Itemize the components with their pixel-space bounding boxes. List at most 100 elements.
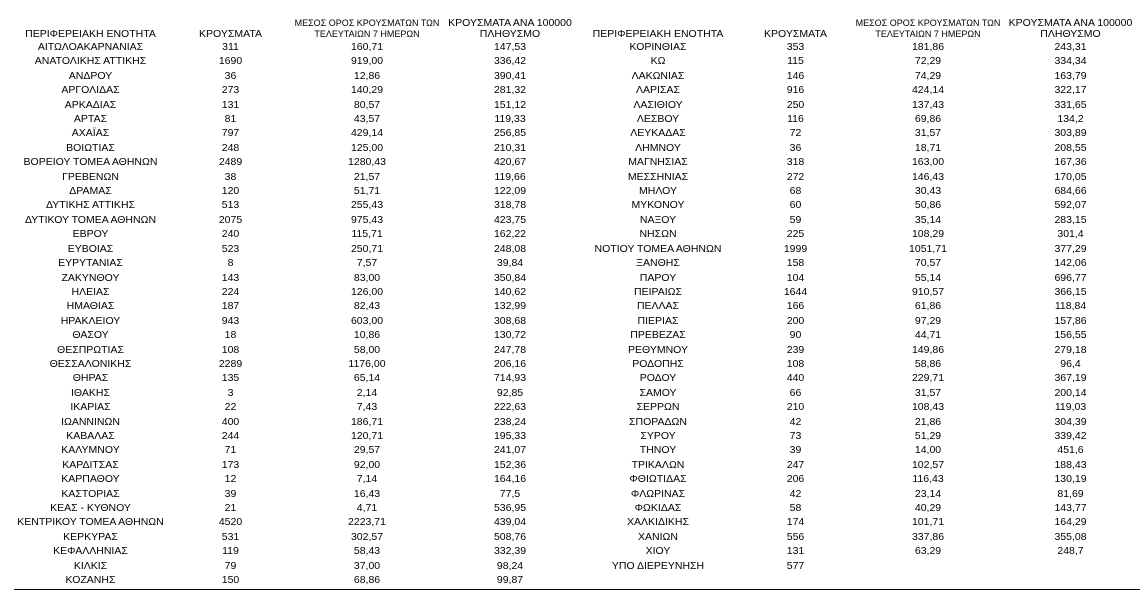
table-row: ΛΕΥΚΑΔΑΣ 72 31,57 303,89 bbox=[578, 126, 1138, 140]
table-row: ΘΑΣΟΥ 18 10,86 130,72 bbox=[8, 328, 574, 342]
cell-value: 74,29 bbox=[914, 69, 942, 82]
cell-value: 23,14 bbox=[914, 487, 942, 500]
cell-value: 225 bbox=[786, 228, 805, 241]
cell-value: 424,14 bbox=[911, 84, 945, 97]
cell-value: 10,86 bbox=[353, 329, 381, 342]
cell-value: 164,29 bbox=[1054, 516, 1087, 529]
table-row: ΛΑΣΙΘΙΟΥ 250 137,43 331,65 bbox=[578, 98, 1138, 112]
cell-value: 68 bbox=[789, 185, 802, 198]
region-name: ΚΑΡΠΑΘΟΥ bbox=[61, 473, 120, 486]
cell-value: 119,66 bbox=[494, 170, 526, 183]
cell-value: 104 bbox=[786, 271, 805, 284]
cell-value: 21,57 bbox=[353, 170, 381, 183]
column-header: ΚΡΟΥΣΜΑΤΑ ΑΝΑ 100000 ΠΛΗΘΥΣΜΟ bbox=[1008, 17, 1133, 40]
cell-value: 71 bbox=[224, 444, 237, 457]
cell-value: 92,00 bbox=[353, 458, 381, 471]
cell-value: 142,06 bbox=[1054, 257, 1087, 270]
table-row: ΔΥΤΙΚΗΣ ΑΤΤΙΚΗΣ 513 255,43 318,78 bbox=[8, 198, 574, 212]
bottom-rule bbox=[14, 589, 1140, 590]
cell-value: 7,43 bbox=[356, 401, 378, 414]
region-name: ΡΟΔΟΥ bbox=[639, 372, 677, 385]
table-row: ΧΙΟΥ 131 63,29 248,7 bbox=[578, 544, 1138, 558]
cell-value: 152,36 bbox=[493, 458, 527, 471]
cell-value: 12 bbox=[224, 473, 237, 486]
cell-value: 247 bbox=[786, 458, 805, 471]
column-header: ΠΕΡΙΦΕΡΕΙΑΚΗ ΕΝΟΤΗΤΑ bbox=[592, 28, 724, 40]
table-row: ΑΙΤΩΛΟΑΚΑΡΝΑΝΙΑΣ 311 160,71 147,53 bbox=[8, 40, 574, 54]
cell-value: 162,22 bbox=[493, 228, 527, 241]
column-header: ΜΕΣΟΣ ΟΡΟΣ ΚΡΟΥΣΜΑΤΩΝ ΤΩΝ ΤΕΛΕΥΤΑΙΩΝ 7 Η… bbox=[855, 18, 1001, 39]
cell-value: 303,89 bbox=[1054, 127, 1087, 140]
cell-value: 134,2 bbox=[1057, 113, 1084, 126]
cell-value: 118,84 bbox=[1054, 300, 1087, 313]
cell-value: 2,14 bbox=[356, 386, 378, 399]
cell-value: 1644 bbox=[783, 285, 808, 298]
cell-value: 14,00 bbox=[914, 444, 942, 457]
cell-value: 42 bbox=[789, 415, 802, 428]
cell-value: 38 bbox=[224, 170, 237, 183]
cell-value: 337,86 bbox=[911, 530, 945, 543]
region-name: ΜΑΓΝΗΣΙΑΣ bbox=[628, 156, 688, 169]
cell-value: 332,39 bbox=[493, 545, 527, 558]
region-name: ΒΟΙΩΤΙΑΣ bbox=[66, 141, 115, 154]
cell-value: 99,87 bbox=[496, 574, 524, 587]
table-row: ΚΙΛΚΙΣ 79 37,00 98,24 bbox=[8, 559, 574, 573]
region-name: ΙΩΑΝΝΙΝΩΝ bbox=[61, 415, 120, 428]
cell-value: 367,19 bbox=[1054, 372, 1087, 385]
region-name: ΗΡΑΚΛΕΙΟΥ bbox=[60, 314, 121, 327]
region-name: ΜΥΚΟΝΟΥ bbox=[631, 199, 685, 212]
cell-value: 684,66 bbox=[1054, 185, 1087, 198]
cell-value: 508,76 bbox=[493, 530, 527, 543]
table-row: ΦΛΩΡΙΝΑΣ 42 23,14 81,69 bbox=[578, 487, 1138, 501]
cell-value: 7,57 bbox=[356, 257, 378, 270]
cell-value: 318,78 bbox=[493, 199, 527, 212]
cell-value: 247,78 bbox=[493, 343, 527, 356]
cell-value: 51,29 bbox=[914, 429, 942, 442]
region-name: ΘΑΣΟΥ bbox=[72, 329, 109, 342]
cell-value: 63,29 bbox=[914, 545, 942, 558]
cell-value: 556 bbox=[786, 530, 805, 543]
table-row: ΖΑΚΥΝΘΟΥ 143 83,00 350,84 bbox=[8, 271, 574, 285]
cell-value: 125,00 bbox=[350, 141, 384, 154]
cell-value: 58,86 bbox=[914, 357, 942, 370]
cell-value: 916 bbox=[786, 84, 805, 97]
cell-value: 43,57 bbox=[353, 113, 381, 126]
table-row: ΡΟΔΟΥ 440 229,71 367,19 bbox=[578, 371, 1138, 385]
region-name: ΖΑΚΥΝΘΟΥ bbox=[61, 271, 120, 284]
column-header: ΚΡΟΥΣΜΑΤΑ ΑΝΑ 100000 ΠΛΗΘΥΣΜΟ bbox=[448, 17, 572, 40]
table-row: ΣΥΡΟΥ 73 51,29 339,42 bbox=[578, 429, 1138, 443]
cell-value: 143,77 bbox=[1054, 502, 1087, 514]
table-row: ΤΗΝΟΥ 39 14,00 451,6 bbox=[578, 443, 1138, 457]
table-row: ΧΑΝΙΩΝ 556 337,86 355,08 bbox=[578, 530, 1138, 544]
region-name: ΗΛΕΙΑΣ bbox=[71, 285, 110, 298]
region-name: ΑΝΑΤΟΛΙΚΗΣ ΑΤΤΙΚΗΣ bbox=[34, 55, 147, 68]
cell-value: 163,00 bbox=[911, 156, 945, 169]
cell-value: 208,55 bbox=[1054, 141, 1087, 154]
table-row: ΛΗΜΝΟΥ 36 18,71 208,55 bbox=[578, 141, 1138, 155]
cell-value: 167,36 bbox=[1054, 156, 1087, 169]
cell-value: 80,57 bbox=[353, 98, 381, 111]
region-name: ΚΕΦΑΛΛΗΝΙΑΣ bbox=[53, 545, 128, 558]
header-row: ΠΕΡΙΦΕΡΕΙΑΚΗ ΕΝΟΤΗΤΑ ΚΡΟΥΣΜΑΤΑ ΜΕΣΟΣ ΟΡΟΣ … bbox=[578, 8, 1138, 40]
table-row: ΑΧΑΪΑΣ 797 429,14 256,85 bbox=[8, 126, 574, 140]
cell-value: 16,43 bbox=[353, 487, 381, 500]
cell-value: 21 bbox=[224, 502, 237, 514]
table-row: ΡΟΔΟΠΗΣ 108 58,86 96,4 bbox=[578, 357, 1138, 371]
region-name: ΘΗΡΑΣ bbox=[72, 372, 109, 385]
cell-value: 210,31 bbox=[493, 141, 527, 154]
region-name: ΧΑΛΚΙΔΙΚΗΣ bbox=[627, 516, 689, 529]
cell-value: 163,79 bbox=[1054, 69, 1087, 82]
cell-value: 149,86 bbox=[911, 343, 945, 356]
cell-value: 318 bbox=[786, 156, 805, 169]
cell-value: 18,71 bbox=[914, 141, 942, 154]
table-row: ΥΠΟ ΔΙΕΡΕΥΝΗΣΗ 577 bbox=[578, 559, 1138, 573]
region-name: ΝΟΤΙΟΥ ΤΟΜΕΑ ΑΘΗΝΩΝ bbox=[594, 242, 722, 255]
table-row: ΞΑΝΘΗΣ 158 70,57 142,06 bbox=[578, 256, 1138, 270]
cell-value: 423,75 bbox=[493, 213, 527, 226]
region-name: ΑΧΑΪΑΣ bbox=[71, 127, 110, 140]
table-row: ΧΑΛΚΙΔΙΚΗΣ 174 101,71 164,29 bbox=[578, 515, 1138, 529]
cell-value: 390,41 bbox=[493, 69, 527, 82]
cell-value: 69,86 bbox=[914, 113, 942, 126]
cell-value: 166 bbox=[786, 300, 805, 313]
